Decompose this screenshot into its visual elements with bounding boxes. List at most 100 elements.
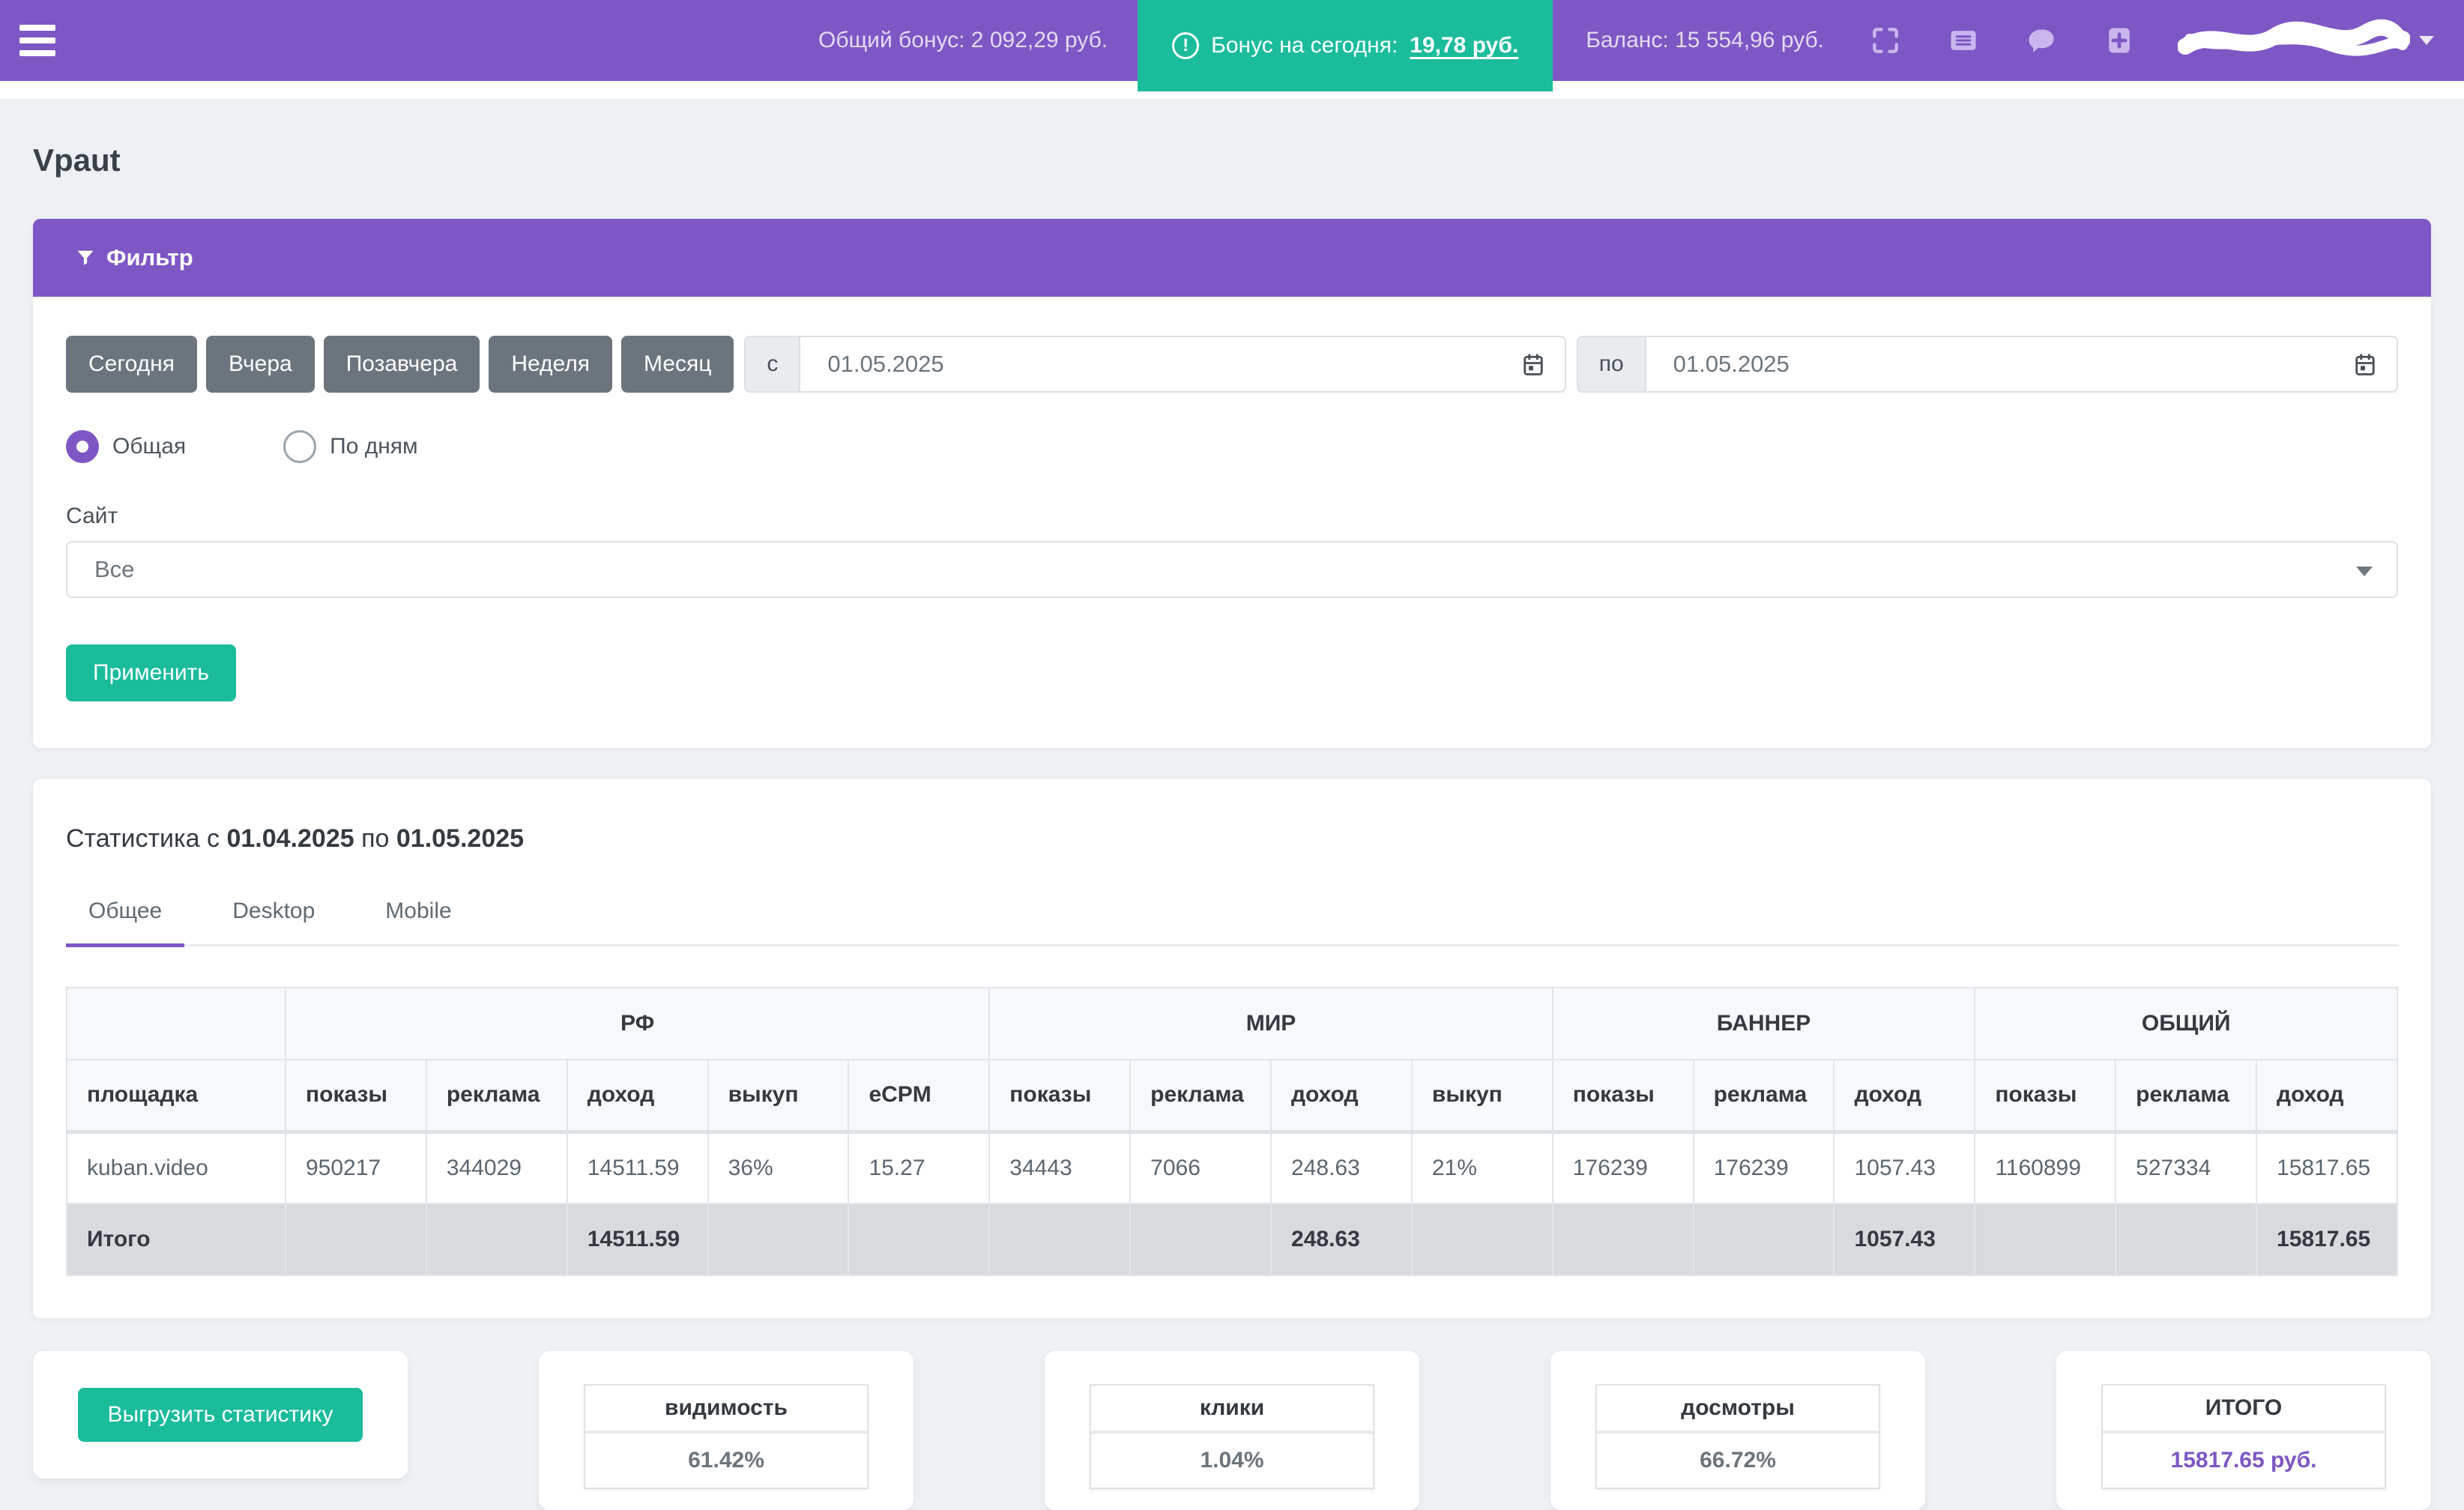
summary-card-table: клики 1.04% (1090, 1384, 1374, 1489)
cell-value: 344029 (425, 1131, 568, 1204)
date-presets: Сегодня Вчера Позавчера Неделя Месяц (66, 336, 743, 393)
column-header-реклама: реклама (1692, 1059, 1835, 1134)
tab-общее[interactable]: Общее (66, 899, 185, 947)
radio-checked-icon[interactable] (66, 430, 99, 463)
summary-card-table: видимость 61.42% (584, 1384, 869, 1489)
date-to-input[interactable] (1644, 336, 2398, 393)
total-value (1692, 1203, 1835, 1276)
total-value: 1057.43 (1833, 1203, 1976, 1276)
total-bonus-label: Общий бонус: 2 092,29 руб. (818, 28, 1108, 52)
today-bonus-banner[interactable]: ! Бонус на сегодня: 19,78 руб. (1138, 0, 1553, 91)
fullscreen-icon[interactable] (1869, 24, 1902, 57)
date-from-label: с (744, 336, 800, 393)
summary-card-title: досмотры (1597, 1386, 1879, 1434)
column-header-выкуп: выкуп (1410, 1059, 1553, 1134)
column-header-доход: доход (1270, 1059, 1413, 1134)
top-navbar: Общий бонус: 2 092,29 руб. ! Бонус на се… (0, 0, 2464, 91)
table-total-row: Итого 14511.59 248.63 1057.43 15817.65 (66, 1203, 2398, 1276)
calendar-icon[interactable] (2352, 351, 2379, 378)
cell-value: 34443 (988, 1131, 1132, 1204)
total-value (1974, 1203, 2117, 1276)
billing-icon[interactable] (1947, 24, 1980, 57)
main-content: Vpaut Фильтр Сегодня Вчера Позавчера Неделя… (0, 99, 2464, 1510)
summary-cards-row: Выгрузить статистику видимость 61.42% клик… (33, 1351, 2431, 1510)
today-bonus-link[interactable]: 19,78 руб. (1410, 33, 1519, 58)
column-header-показы: показы (1551, 1059, 1694, 1134)
stats-tabs: Общее Desktop Mobile (66, 899, 2398, 947)
table-column-header-row: площадка показы реклама доход выкуп eCPM показ… (66, 1059, 2398, 1134)
cell-value: 36% (707, 1131, 850, 1204)
add-icon[interactable] (2103, 24, 2136, 57)
date-from-input[interactable] (799, 336, 1566, 393)
statistics-date-from: 01.04.2025 (226, 824, 354, 853)
summary-card-value: 15817.65 руб. (2170, 1448, 2317, 1473)
table-group-рф: РФ (284, 987, 991, 1060)
summary-card-клики: клики 1.04% (1045, 1351, 1419, 1510)
summary-card-value: 61.42% (688, 1448, 764, 1473)
cell-value: 176239 (1692, 1131, 1835, 1204)
tab-mobile[interactable]: Mobile (385, 899, 452, 923)
column-header-показы: показы (1974, 1059, 2117, 1134)
table-corner-cell (66, 987, 286, 1060)
radio-общая[interactable]: Общая (66, 430, 186, 463)
column-header-реклама: реклама (2115, 1059, 2258, 1134)
column-header-реклама: реклама (425, 1059, 568, 1134)
preset-button-сегодня[interactable]: Сегодня (66, 336, 197, 393)
chevron-down-icon (2419, 36, 2434, 45)
total-label: Итого (66, 1203, 286, 1276)
summary-card-итого: ИТОГО 15817.65 руб. (2056, 1351, 2431, 1510)
radio-label: По дням (330, 434, 418, 459)
summary-card-видимость: видимость 61.42% (539, 1351, 914, 1510)
statistics-date-to: 01.05.2025 (396, 824, 525, 853)
filter-panel-header: Фильтр (33, 219, 2431, 297)
summary-card-value: 1.04% (1200, 1448, 1264, 1473)
column-header-доход: доход (1833, 1059, 1976, 1134)
calendar-icon[interactable] (1520, 351, 1547, 378)
user-email-redacted (2178, 19, 2410, 56)
column-header-доход: доход (2256, 1059, 2398, 1134)
cell-site-name: kuban.video (66, 1131, 286, 1204)
total-value (848, 1203, 991, 1276)
chat-icon[interactable] (2025, 24, 2058, 57)
table-group-общий: ОБЩИЙ (1974, 987, 2398, 1060)
filter-panel-title: Фильтр (106, 244, 193, 271)
preset-button-неделя[interactable]: Неделя (489, 336, 612, 393)
total-value: 14511.59 (566, 1203, 709, 1276)
cell-value: 21% (1410, 1131, 1553, 1204)
radio-по-дням[interactable]: По дням (283, 430, 418, 463)
menu-icon[interactable] (19, 18, 58, 63)
column-header-показы: показы (285, 1059, 427, 1134)
radio-unchecked-icon[interactable] (283, 430, 317, 463)
site-label: Сайт (66, 504, 118, 528)
cell-value: 176239 (1551, 1131, 1694, 1204)
preset-button-позавчера[interactable]: Позавчера (323, 336, 480, 393)
site-select[interactable]: Все (66, 541, 2398, 598)
table-row: kuban.video 950217 344029 14511.59 36% 15.27 3… (66, 1131, 2398, 1204)
column-header-доход: доход (566, 1059, 709, 1134)
summary-card-title: видимость (585, 1386, 867, 1434)
statistics-panel: Статистика с 01.04.2025 по 01.05.2025 Об… (33, 779, 2431, 1318)
balance-label: Баланс: 15 554,96 руб. (1586, 28, 1824, 52)
total-value (1129, 1203, 1272, 1276)
preset-button-вчера[interactable]: Вчера (205, 336, 315, 393)
statistics-heading: Статистика с 01.04.2025 по 01.05.2025 (66, 824, 2398, 854)
total-value (425, 1203, 568, 1276)
table-group-баннер: БАННЕР (1551, 987, 1976, 1060)
preset-button-месяц[interactable]: Месяц (620, 336, 734, 393)
filter-icon (77, 250, 94, 265)
filter-panel: Фильтр Сегодня Вчера Позавчера Неделя Месяц … (33, 219, 2431, 748)
tab-desktop[interactable]: Desktop (232, 899, 315, 923)
cell-value: 15817.65 (2256, 1131, 2398, 1204)
column-header-площадка: площадка (66, 1059, 286, 1134)
site-select-value: Все (94, 556, 135, 582)
export-statistics-button[interactable]: Выгрузить статистику (77, 1388, 363, 1442)
stats-table: РФ МИР БАННЕР ОБЩИЙ площадка показы реклама дох… (66, 987, 2398, 1276)
cell-value: 527334 (2115, 1131, 2258, 1204)
summary-card-value: 66.72% (1700, 1448, 1776, 1473)
column-header-реклама: реклама (1129, 1059, 1272, 1134)
user-menu[interactable] (2178, 16, 2434, 64)
column-header-eCPM: eCPM (848, 1059, 991, 1134)
apply-button[interactable]: Применить (66, 644, 237, 701)
total-value (2115, 1203, 2258, 1276)
